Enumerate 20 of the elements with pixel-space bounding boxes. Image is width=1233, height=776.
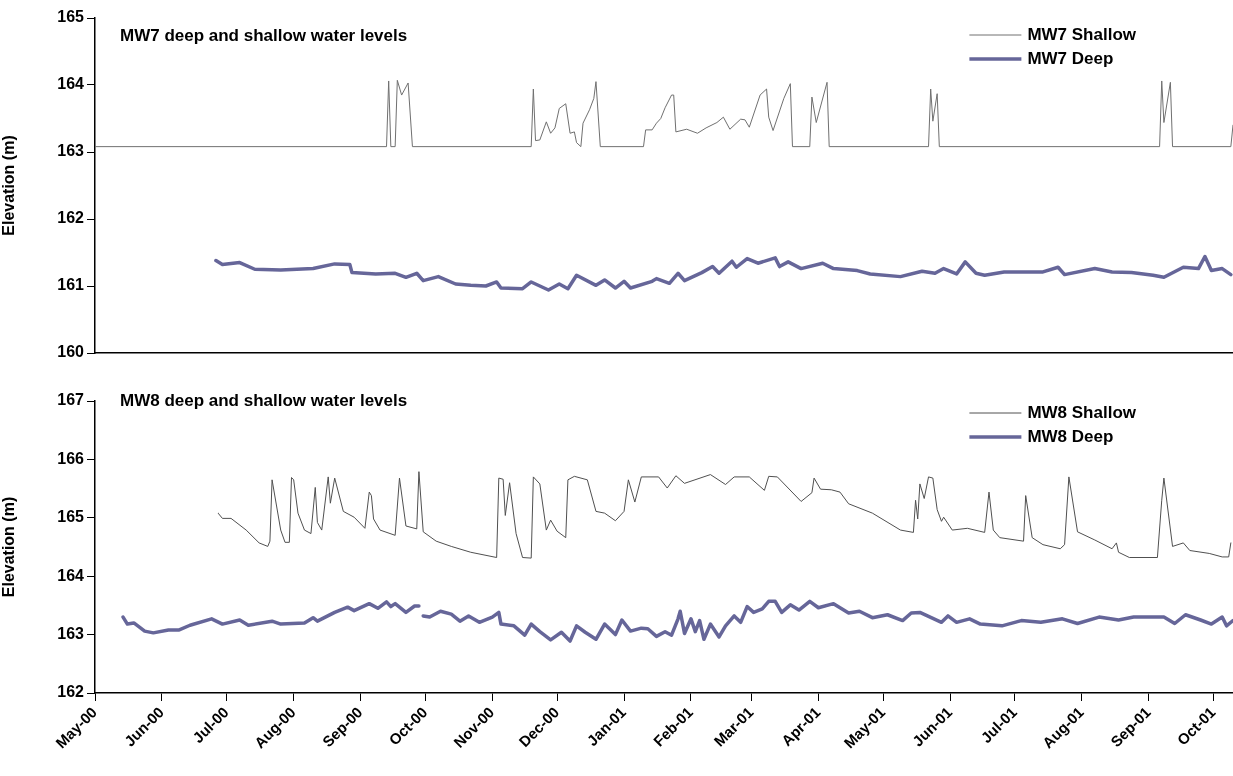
y-axis-title: Elevation (m)	[0, 135, 18, 236]
y-tick-label: 163	[57, 625, 85, 643]
legend-label: MW7 Shallow	[1027, 24, 1137, 44]
y-tick-label: 166	[57, 449, 85, 467]
y-tick-label: 164	[57, 75, 85, 93]
y-tick-label: 165	[57, 508, 85, 526]
y-tick-label: 167	[57, 391, 85, 409]
legend-label: MW7 Deep	[1027, 48, 1114, 68]
y-axis-title: Elevation (m)	[0, 496, 18, 598]
y-tick-label: 162	[57, 683, 85, 701]
legend-label: MW8 Deep	[1027, 426, 1114, 446]
y-tick-label: 162	[57, 209, 85, 227]
chart-title: MW7 deep and shallow water levels	[120, 25, 408, 45]
y-tick-label: 165	[57, 8, 85, 26]
y-tick-label: 160	[57, 343, 85, 361]
legend-label: MW8 Shallow	[1027, 402, 1137, 422]
y-tick-label: 161	[57, 276, 85, 294]
y-tick-label: 164	[57, 566, 85, 584]
chart-title: MW8 deep and shallow water levels	[120, 390, 408, 410]
y-tick-label: 163	[57, 142, 85, 160]
